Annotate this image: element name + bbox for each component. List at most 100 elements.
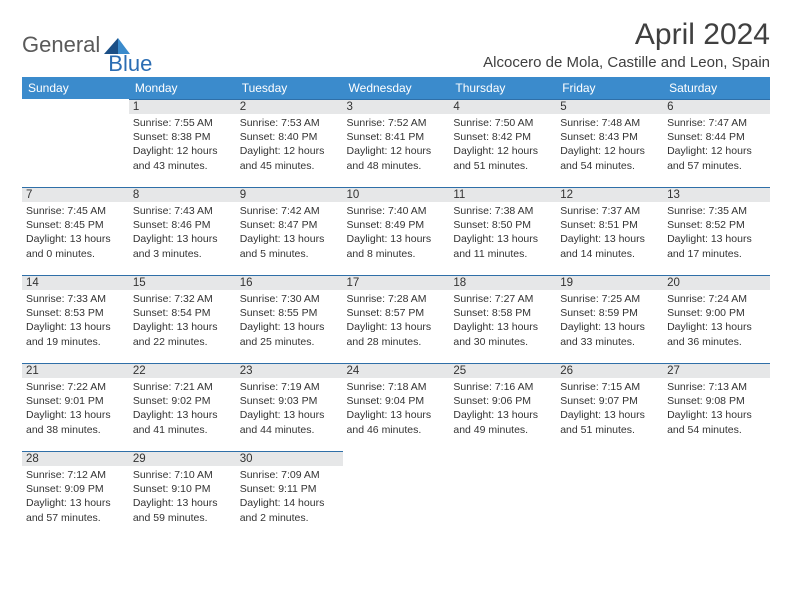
- calendar-cell: 4Sunrise: 7:50 AMSunset: 8:42 PMDaylight…: [449, 99, 556, 187]
- daylight-line: Daylight: 13 hours and 5 minutes.: [240, 232, 339, 260]
- daylight-line: Daylight: 12 hours and 45 minutes.: [240, 144, 339, 172]
- day-details: Sunrise: 7:45 AMSunset: 8:45 PMDaylight:…: [22, 202, 129, 261]
- day-number: 1: [129, 99, 236, 114]
- sunset-line: Sunset: 8:54 PM: [133, 306, 232, 320]
- day-details: Sunrise: 7:42 AMSunset: 8:47 PMDaylight:…: [236, 202, 343, 261]
- calendar-week-row: 1Sunrise: 7:55 AMSunset: 8:38 PMDaylight…: [22, 99, 770, 187]
- weekday-header: Tuesday: [236, 77, 343, 99]
- sunset-line: Sunset: 8:42 PM: [453, 130, 552, 144]
- calendar-week-row: 14Sunrise: 7:33 AMSunset: 8:53 PMDayligh…: [22, 275, 770, 363]
- daylight-line: Daylight: 13 hours and 11 minutes.: [453, 232, 552, 260]
- daylight-line: Daylight: 13 hours and 8 minutes.: [347, 232, 446, 260]
- day-number: 16: [236, 275, 343, 290]
- calendar-cell: 19Sunrise: 7:25 AMSunset: 8:59 PMDayligh…: [556, 275, 663, 363]
- day-number: 12: [556, 187, 663, 202]
- weekday-header: Wednesday: [343, 77, 450, 99]
- calendar-cell: 22Sunrise: 7:21 AMSunset: 9:02 PMDayligh…: [129, 363, 236, 451]
- sunrise-line: Sunrise: 7:22 AM: [26, 380, 125, 394]
- sunset-line: Sunset: 9:01 PM: [26, 394, 125, 408]
- sunrise-line: Sunrise: 7:43 AM: [133, 204, 232, 218]
- sunrise-line: Sunrise: 7:19 AM: [240, 380, 339, 394]
- brand-text-general: General: [22, 32, 100, 58]
- sunset-line: Sunset: 9:11 PM: [240, 482, 339, 496]
- sunrise-line: Sunrise: 7:38 AM: [453, 204, 552, 218]
- daylight-line: Daylight: 12 hours and 51 minutes.: [453, 144, 552, 172]
- sunset-line: Sunset: 8:41 PM: [347, 130, 446, 144]
- day-number: 2: [236, 99, 343, 114]
- sunset-line: Sunset: 8:47 PM: [240, 218, 339, 232]
- sunset-line: Sunset: 8:52 PM: [667, 218, 766, 232]
- day-details: Sunrise: 7:50 AMSunset: 8:42 PMDaylight:…: [449, 114, 556, 173]
- sunset-line: Sunset: 9:00 PM: [667, 306, 766, 320]
- sunrise-line: Sunrise: 7:52 AM: [347, 116, 446, 130]
- daylight-line: Daylight: 13 hours and 3 minutes.: [133, 232, 232, 260]
- daylight-line: Daylight: 12 hours and 57 minutes.: [667, 144, 766, 172]
- brand-text-blue: Blue: [108, 51, 152, 77]
- calendar-cell: 3Sunrise: 7:52 AMSunset: 8:41 PMDaylight…: [343, 99, 450, 187]
- daylight-line: Daylight: 13 hours and 14 minutes.: [560, 232, 659, 260]
- calendar-cell: 15Sunrise: 7:32 AMSunset: 8:54 PMDayligh…: [129, 275, 236, 363]
- sunrise-line: Sunrise: 7:09 AM: [240, 468, 339, 482]
- calendar-cell: 16Sunrise: 7:30 AMSunset: 8:55 PMDayligh…: [236, 275, 343, 363]
- calendar-cell: 24Sunrise: 7:18 AMSunset: 9:04 PMDayligh…: [343, 363, 450, 451]
- day-number: 26: [556, 363, 663, 378]
- sunset-line: Sunset: 8:53 PM: [26, 306, 125, 320]
- day-number: 29: [129, 451, 236, 466]
- daylight-line: Daylight: 13 hours and 30 minutes.: [453, 320, 552, 348]
- sunset-line: Sunset: 9:09 PM: [26, 482, 125, 496]
- weekday-header: Saturday: [663, 77, 770, 99]
- day-number: 15: [129, 275, 236, 290]
- day-details: Sunrise: 7:43 AMSunset: 8:46 PMDaylight:…: [129, 202, 236, 261]
- day-number: 13: [663, 187, 770, 202]
- weekday-header: Friday: [556, 77, 663, 99]
- calendar-cell: 27Sunrise: 7:13 AMSunset: 9:08 PMDayligh…: [663, 363, 770, 451]
- day-details: Sunrise: 7:37 AMSunset: 8:51 PMDaylight:…: [556, 202, 663, 261]
- sunrise-line: Sunrise: 7:53 AM: [240, 116, 339, 130]
- daylight-line: Daylight: 13 hours and 59 minutes.: [133, 496, 232, 524]
- day-number: 30: [236, 451, 343, 466]
- calendar-cell: 5Sunrise: 7:48 AMSunset: 8:43 PMDaylight…: [556, 99, 663, 187]
- sunset-line: Sunset: 9:08 PM: [667, 394, 766, 408]
- day-details: Sunrise: 7:15 AMSunset: 9:07 PMDaylight:…: [556, 378, 663, 437]
- calendar-cell: 7Sunrise: 7:45 AMSunset: 8:45 PMDaylight…: [22, 187, 129, 275]
- sunset-line: Sunset: 8:59 PM: [560, 306, 659, 320]
- day-number: 28: [22, 451, 129, 466]
- sunrise-line: Sunrise: 7:10 AM: [133, 468, 232, 482]
- header: General Blue April 2024 Alcocero de Mola…: [22, 18, 770, 71]
- sunset-line: Sunset: 8:57 PM: [347, 306, 446, 320]
- daylight-line: Daylight: 13 hours and 49 minutes.: [453, 408, 552, 436]
- sunrise-line: Sunrise: 7:15 AM: [560, 380, 659, 394]
- calendar-cell: 14Sunrise: 7:33 AMSunset: 8:53 PMDayligh…: [22, 275, 129, 363]
- daylight-line: Daylight: 13 hours and 17 minutes.: [667, 232, 766, 260]
- day-details: Sunrise: 7:16 AMSunset: 9:06 PMDaylight:…: [449, 378, 556, 437]
- weekday-header: Monday: [129, 77, 236, 99]
- sunrise-line: Sunrise: 7:37 AM: [560, 204, 659, 218]
- calendar-week-row: 28Sunrise: 7:12 AMSunset: 9:09 PMDayligh…: [22, 451, 770, 539]
- day-number: 21: [22, 363, 129, 378]
- daylight-line: Daylight: 14 hours and 2 minutes.: [240, 496, 339, 524]
- day-details: Sunrise: 7:40 AMSunset: 8:49 PMDaylight:…: [343, 202, 450, 261]
- sunrise-line: Sunrise: 7:45 AM: [26, 204, 125, 218]
- sunset-line: Sunset: 8:40 PM: [240, 130, 339, 144]
- sunrise-line: Sunrise: 7:55 AM: [133, 116, 232, 130]
- day-number: 27: [663, 363, 770, 378]
- day-details: Sunrise: 7:21 AMSunset: 9:02 PMDaylight:…: [129, 378, 236, 437]
- daylight-line: Daylight: 12 hours and 43 minutes.: [133, 144, 232, 172]
- day-number: 17: [343, 275, 450, 290]
- day-details: Sunrise: 7:12 AMSunset: 9:09 PMDaylight:…: [22, 466, 129, 525]
- calendar-cell: 6Sunrise: 7:47 AMSunset: 8:44 PMDaylight…: [663, 99, 770, 187]
- calendar-week-row: 7Sunrise: 7:45 AMSunset: 8:45 PMDaylight…: [22, 187, 770, 275]
- sunset-line: Sunset: 9:10 PM: [133, 482, 232, 496]
- daylight-line: Daylight: 13 hours and 54 minutes.: [667, 408, 766, 436]
- day-number: 4: [449, 99, 556, 114]
- day-number: 22: [129, 363, 236, 378]
- day-number: 14: [22, 275, 129, 290]
- daylight-line: Daylight: 13 hours and 28 minutes.: [347, 320, 446, 348]
- day-details: Sunrise: 7:32 AMSunset: 8:54 PMDaylight:…: [129, 290, 236, 349]
- day-number: 11: [449, 187, 556, 202]
- day-number: 23: [236, 363, 343, 378]
- day-details: Sunrise: 7:10 AMSunset: 9:10 PMDaylight:…: [129, 466, 236, 525]
- daylight-line: Daylight: 12 hours and 48 minutes.: [347, 144, 446, 172]
- calendar-cell: 30 Sunrise: 7:09 AMSunset: 9:11 PMDayligh…: [236, 451, 343, 539]
- day-details: Sunrise: 7:22 AMSunset: 9:01 PMDaylight:…: [22, 378, 129, 437]
